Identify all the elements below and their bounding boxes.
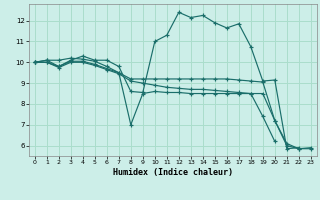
X-axis label: Humidex (Indice chaleur): Humidex (Indice chaleur) [113, 168, 233, 177]
